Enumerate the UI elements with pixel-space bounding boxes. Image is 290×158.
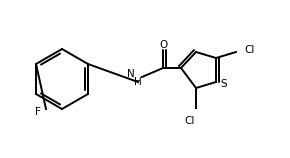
- Text: H: H: [134, 77, 142, 87]
- Text: Cl: Cl: [244, 45, 254, 55]
- Text: N: N: [127, 69, 135, 79]
- Text: O: O: [159, 40, 167, 50]
- Text: F: F: [35, 107, 41, 117]
- Text: Cl: Cl: [185, 116, 195, 126]
- Text: S: S: [221, 79, 227, 89]
